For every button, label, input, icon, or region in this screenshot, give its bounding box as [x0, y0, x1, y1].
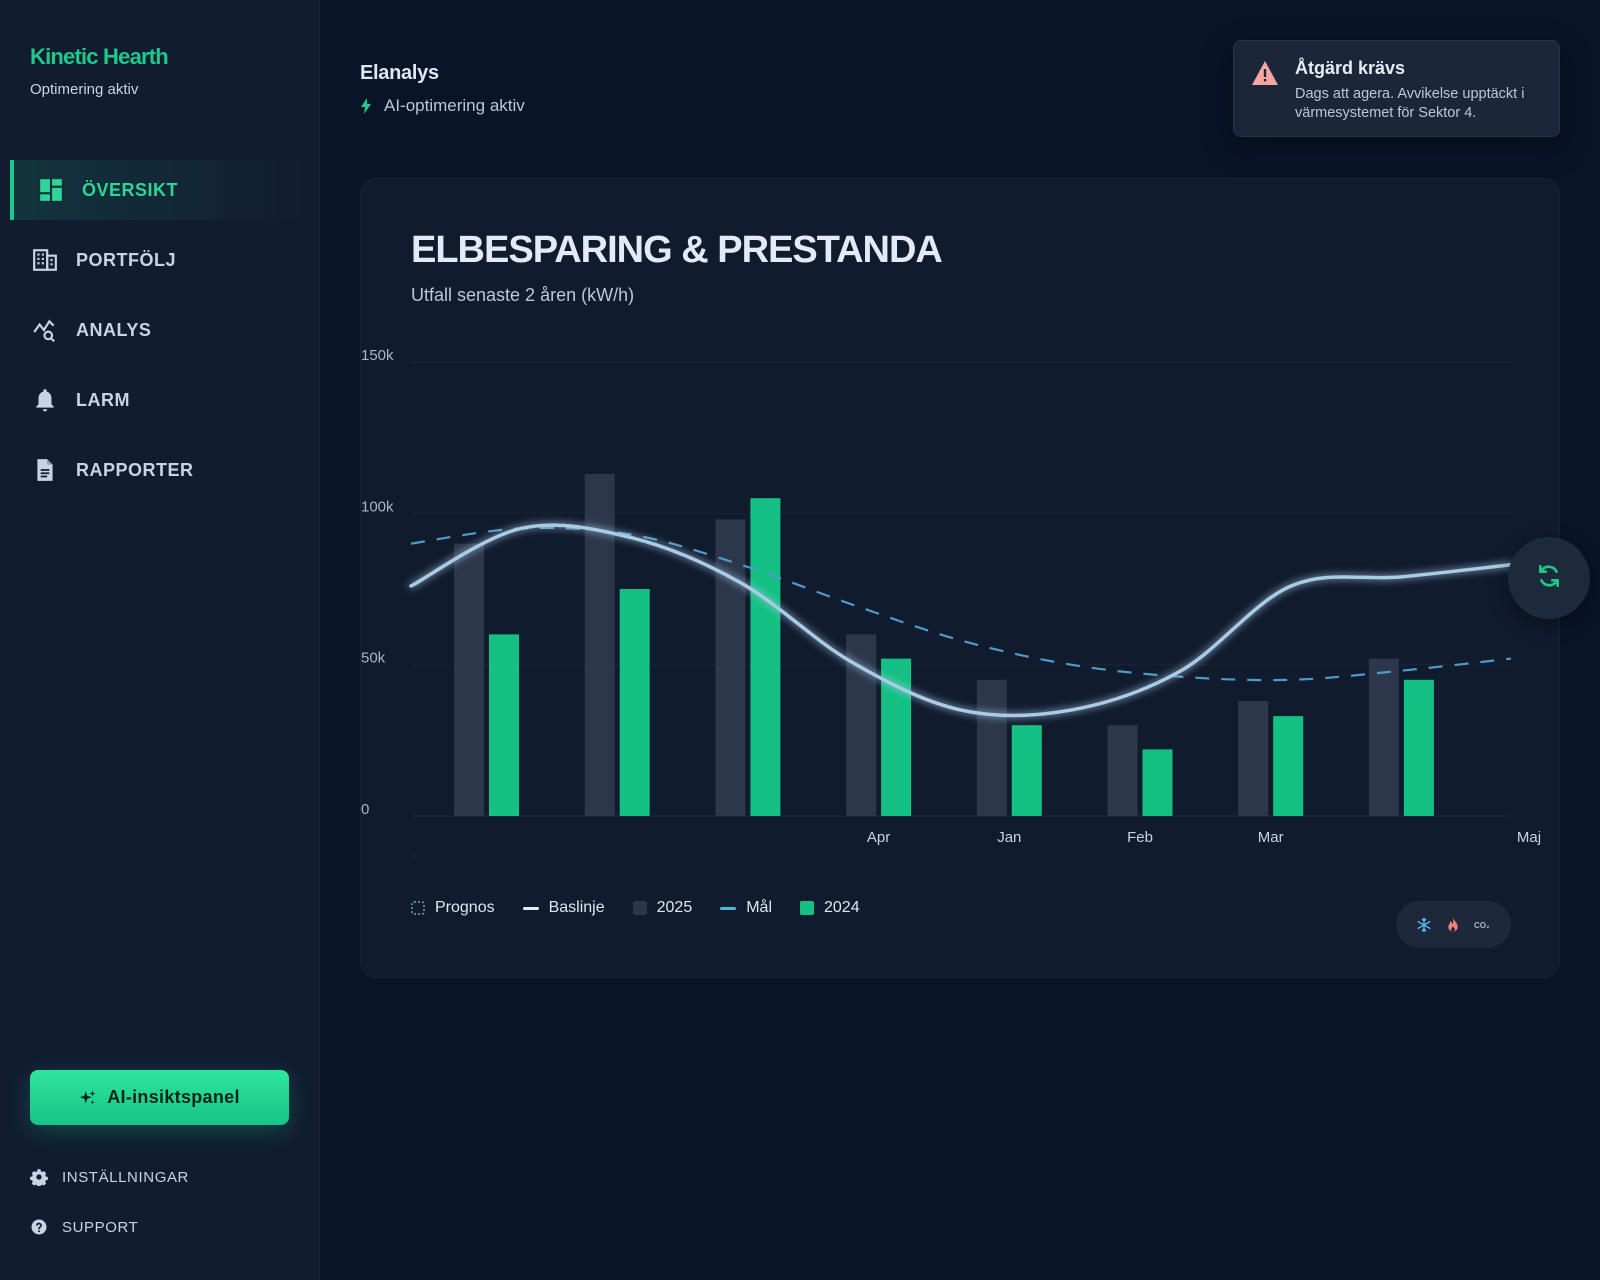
sidebar-item-rapporter[interactable]: RAPPORTER [10, 440, 310, 500]
chart-plot: 150k 100k 50k 0 Apr Jan Feb Mar Maj [361, 347, 1541, 857]
help-icon [30, 1218, 48, 1236]
sidebar-item-larm[interactable]: LARM [10, 370, 310, 430]
legend-item-prognos: Prognos [411, 899, 495, 917]
chart-filter-pill: CO₂ [1396, 901, 1511, 948]
y-tick-label: 100k [361, 498, 394, 515]
legend-label: 2024 [824, 899, 860, 916]
sidebar-item-label: LARM [76, 389, 130, 410]
sidebar-item-label: RAPPORTER [76, 459, 194, 480]
settings-label: INSTÄLLNINGAR [62, 1168, 189, 1186]
y-tick-label: 50k [361, 650, 386, 667]
sidebar-item-oversikt[interactable]: ÖVERSIKT [10, 160, 310, 220]
co2-label: CO₂ [1474, 921, 1490, 930]
ai-insights-label: AI-insiktspanel [107, 1087, 240, 1107]
bolt-icon [360, 98, 372, 114]
x-tick-label: Maj [1517, 829, 1541, 846]
refresh-button[interactable] [1508, 537, 1590, 619]
legend-label: Mål [746, 899, 772, 916]
document-icon [32, 457, 58, 483]
bar-2025 [976, 679, 1007, 816]
y-tick-label: 0 [361, 801, 369, 818]
bar-2024 [1273, 716, 1304, 816]
x-tick-label: Mar [1258, 829, 1284, 846]
legend-item-mal: Mål [720, 899, 772, 917]
chart-legend: Prognos Baslinje 2025 Mål 2024 [411, 899, 888, 917]
sidebar-item-portfolj[interactable]: PORTFÖLJ [10, 230, 310, 290]
legend-label: 2025 [656, 899, 693, 916]
flame-icon[interactable] [1446, 917, 1460, 933]
bar-2024 [1142, 749, 1173, 816]
x-tick-label: Feb [1127, 829, 1153, 846]
support-link[interactable]: SUPPORT [30, 1218, 138, 1236]
settings-link[interactable]: INSTÄLLNINGAR [30, 1168, 189, 1186]
ai-status-label: AI-optimering aktiv [384, 96, 525, 115]
bar-2024 [489, 634, 519, 816]
gear-icon [30, 1168, 48, 1186]
chart-card: ELBESPARING & PRESTANDA Utfall senaste 2… [360, 178, 1560, 978]
bar-2025 [454, 543, 484, 816]
sidebar-item-label: ÖVERSIKT [82, 179, 179, 200]
sidebar-nav: ÖVERSIKT PORTFÖLJ ANALYS LARM RAPPORTER [10, 160, 310, 510]
legend-item-2024: 2024 [800, 899, 860, 917]
sidebar-item-label: PORTFÖLJ [76, 249, 177, 270]
bar-2025 [1107, 725, 1138, 816]
line-mal [410, 526, 1512, 682]
legend-label: Prognos [435, 899, 495, 916]
alert-toast[interactable]: Åtgärd krävs Dags att agera. Avvikelse u… [1233, 40, 1560, 137]
alert-title: Åtgärd krävs [1295, 58, 1406, 78]
page-title: Elanalys [360, 62, 439, 84]
ai-status: AI-optimering aktiv [360, 96, 525, 116]
legend-item-baslinje: Baslinje [522, 899, 605, 917]
bar-2025 [846, 634, 877, 816]
sidebar: Kinetic Hearth Optimering aktiv ÖVERSIKT… [0, 0, 320, 1280]
x-tick-label: Apr [867, 829, 890, 846]
warning-icon [1250, 59, 1280, 92]
refresh-icon [1536, 563, 1562, 594]
sparkle-icon [79, 1089, 97, 1107]
bar-2024 [1403, 679, 1434, 816]
ai-insights-button[interactable]: AI-insiktspanel [30, 1070, 289, 1125]
building-icon [32, 247, 58, 273]
sidebar-item-label: ANALYS [76, 319, 152, 340]
analytics-icon [32, 317, 58, 343]
chart-subtitle: Utfall senaste 2 åren (kW/h) [411, 285, 635, 305]
bell-icon [32, 387, 58, 413]
brand-subtitle: Optimering aktiv [30, 81, 139, 98]
support-label: SUPPORT [62, 1218, 139, 1236]
bar-2025 [1238, 700, 1269, 816]
legend-label: Baslinje [548, 899, 605, 916]
alert-text: Dags att agera. Avvikelse upptäckt i vär… [1295, 86, 1525, 121]
legend-item-2025: 2025 [632, 899, 693, 917]
chart-title: ELBESPARING & PRESTANDA [411, 229, 943, 271]
x-tick-label: Jan [997, 829, 1021, 846]
line-baslinje [409, 523, 1513, 718]
bar-2024 [1011, 725, 1042, 816]
bar-2025 [584, 473, 615, 816]
dashboard-icon [38, 177, 64, 203]
brand-title: Kinetic Hearth [30, 44, 169, 69]
bar-2024 [619, 589, 650, 816]
bar-2025 [715, 519, 746, 816]
sidebar-item-analys[interactable]: ANALYS [10, 300, 310, 360]
co2-icon[interactable]: CO₂ [1474, 919, 1492, 931]
y-tick-label: 150k [361, 347, 394, 364]
bar-2025 [1368, 658, 1399, 816]
bar-2024 [750, 498, 781, 816]
snowflake-icon[interactable] [1416, 917, 1432, 933]
